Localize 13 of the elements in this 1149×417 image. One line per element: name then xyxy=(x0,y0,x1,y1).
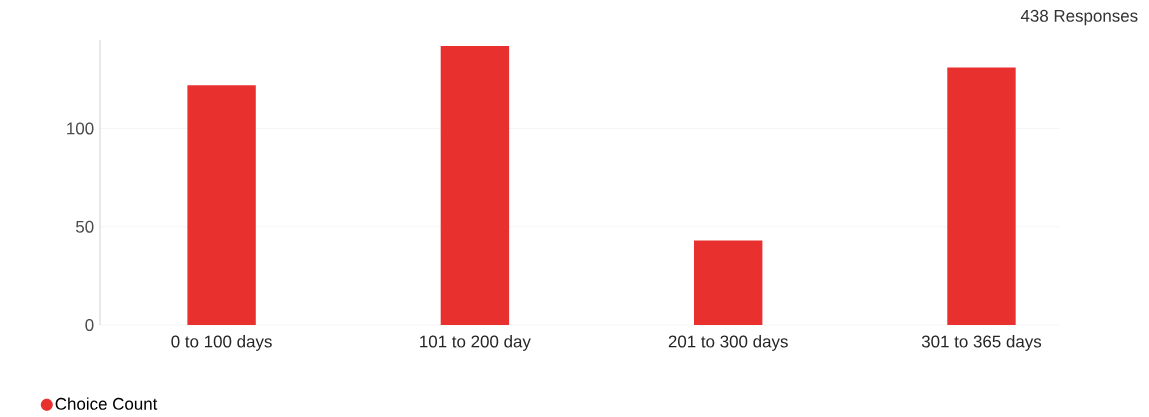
y-tick-label: 0 xyxy=(85,319,94,331)
bar xyxy=(187,85,256,325)
legend-label: Choice Count xyxy=(55,397,158,410)
x-tick-label: 101 to 200 day xyxy=(420,335,531,351)
x-tick-label: 0 to 100 days xyxy=(171,335,272,351)
x-tick-label: 201 to 300 days xyxy=(668,335,788,351)
x-tick-label: 301 to 365 days xyxy=(921,335,1042,351)
bar xyxy=(947,67,1016,325)
y-tick-label: 50 xyxy=(75,220,94,233)
bar xyxy=(440,45,510,325)
bar xyxy=(693,240,763,325)
text: 438 Responses xyxy=(1020,9,1138,26)
y-tick-label: 100 xyxy=(67,122,94,135)
